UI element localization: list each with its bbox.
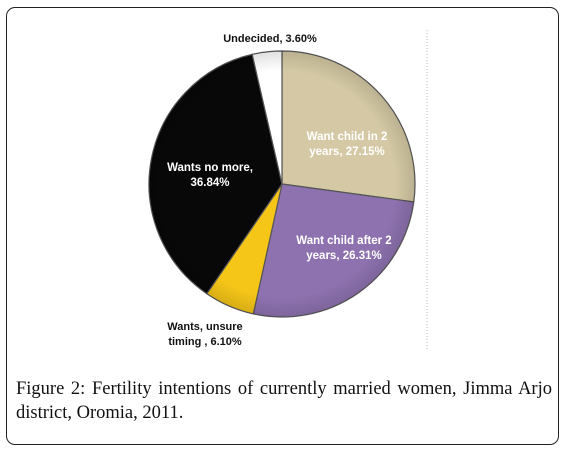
- slice-label-wants-no-more: Wants no more, 36.84%: [167, 162, 253, 189]
- slice-label-undecided: Undecided, 3.60%: [223, 33, 317, 45]
- slice-label-want-child-in-2-years: Want child in 2 years, 27.15%: [307, 131, 388, 158]
- figure-caption-text: Fertility intentions of currently marrie…: [16, 379, 552, 423]
- slice-label-wants-unsure-timing: Wants, unsure timing , 6.10%: [167, 321, 242, 348]
- figure-caption: Figure 2: Fertility intentions of curren…: [16, 377, 552, 425]
- figure-label: Figure 2:: [16, 379, 86, 399]
- pie-slice-want-child-in-2-years: [281, 50, 416, 203]
- slice-label-want-child-after-2-years: Want child after 2 years, 26.31%: [296, 235, 391, 262]
